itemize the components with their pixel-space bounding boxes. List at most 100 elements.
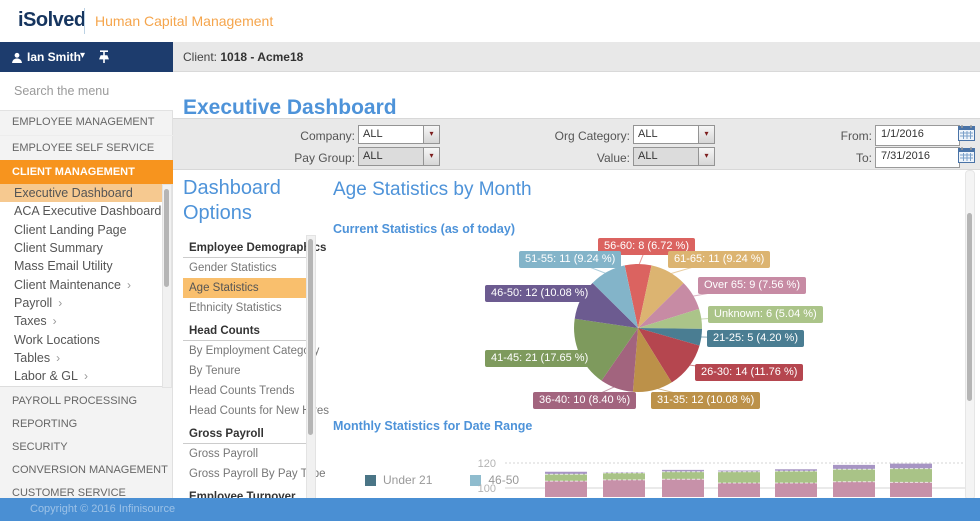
pie-slice-56-60[interactable] bbox=[624, 263, 652, 328]
logo-divider bbox=[84, 8, 85, 34]
sidebar-item-payroll-processing[interactable]: PAYROLL PROCESSING bbox=[12, 395, 138, 407]
pie-slice-61-65[interactable] bbox=[638, 265, 684, 328]
chart-title: Age Statistics by Month bbox=[333, 179, 532, 200]
bar-segment-middle-month-7 bbox=[890, 468, 932, 483]
select-arrow-icon[interactable]: ▾ bbox=[698, 126, 714, 143]
calendar-icon[interactable] bbox=[958, 125, 975, 141]
option-item-gross-payroll-by-pay-type[interactable]: Gross Payroll By Pay Type bbox=[189, 468, 326, 480]
company-label: Company: bbox=[300, 129, 355, 143]
user-icon bbox=[11, 51, 23, 69]
sidebar-item-payroll[interactable]: Payroll › bbox=[14, 296, 63, 311]
submenu-scrollbar-thumb[interactable] bbox=[163, 189, 169, 287]
page-title: Executive Dashboard bbox=[183, 96, 397, 120]
org-category-select[interactable]: ALL ▾ bbox=[633, 125, 715, 144]
pie-slice-31-35[interactable] bbox=[632, 328, 672, 393]
footer: Copyright © 2016 Infinisource bbox=[0, 498, 980, 521]
y-tick-120: 120 bbox=[478, 458, 496, 470]
options-section-head-counts: Head Counts bbox=[183, 321, 306, 341]
bar-segment-middle-month-1 bbox=[545, 474, 587, 482]
pie-subtitle: Current Statistics (as of today) bbox=[333, 222, 515, 236]
sidebar-item-client-landing-page[interactable]: Client Landing Page bbox=[14, 222, 127, 237]
bar-svg: 120 100 bbox=[478, 458, 972, 497]
sidebar-item-executive-dashboard[interactable]: Executive Dashboard bbox=[0, 184, 162, 203]
option-item-ethnicity-statistics[interactable]: Ethnicity Statistics bbox=[189, 302, 282, 314]
bar-segment-bottom-month-2 bbox=[603, 479, 645, 497]
org-category-label: Org Category: bbox=[554, 129, 630, 143]
sidebar-item-conversion-management[interactable]: CONVERSION MANAGEMENT bbox=[12, 464, 168, 476]
sidebar-item-customer-service[interactable]: CUSTOMER SERVICE bbox=[12, 487, 126, 499]
value-label: Value: bbox=[596, 151, 630, 165]
bar-segment-top-month-5 bbox=[775, 469, 817, 472]
calendar-icon[interactable] bbox=[958, 147, 975, 163]
pay-group-label: Pay Group: bbox=[294, 151, 355, 165]
sidebar-item-mass-email-utility[interactable]: Mass Email Utility bbox=[14, 259, 113, 274]
sidebar-item-aca-executive-dashboard[interactable]: ACA Executive Dashboard bbox=[14, 204, 162, 219]
to-date-input[interactable]: 7/31/2016 bbox=[875, 147, 960, 168]
main-scrollbar-thumb[interactable] bbox=[966, 213, 972, 401]
sidebar-item-reporting[interactable]: REPORTING bbox=[12, 418, 78, 430]
submenu-arrow-icon: › bbox=[56, 351, 61, 366]
option-item-head-counts-trends[interactable]: Head Counts Trends bbox=[189, 385, 295, 397]
main-scrollbar[interactable] bbox=[965, 170, 975, 500]
options-section-employee-demographics: Employee Demographics bbox=[183, 238, 326, 258]
option-item-gross-payroll[interactable]: Gross Payroll bbox=[189, 448, 259, 460]
select-arrow-icon[interactable]: ▾ bbox=[423, 148, 439, 165]
bar-segment-bottom-month-1 bbox=[545, 481, 587, 497]
y-tick-100: 100 bbox=[478, 483, 496, 495]
pay-group-select[interactable]: ALL ▾ bbox=[358, 147, 440, 166]
value-select[interactable]: ALL ▾ bbox=[633, 147, 715, 166]
bar-segment-top-month-6 bbox=[833, 464, 875, 470]
sidebar-item-employee-self-service[interactable]: EMPLOYEE SELF SERVICE bbox=[0, 136, 173, 162]
legend-label: Under 21 bbox=[383, 473, 433, 487]
option-item-by-tenure[interactable]: By Tenure bbox=[189, 365, 241, 377]
user-menu[interactable]: Ian Smith bbox=[27, 50, 82, 64]
pie-label-61-65: 61-65: 11 (9.24 %) bbox=[668, 251, 771, 268]
dashboard-options-title: Dashboard Options bbox=[183, 177, 281, 224]
submenu-arrow-icon: › bbox=[58, 296, 63, 311]
to-label: To: bbox=[855, 151, 872, 165]
sidebar-item-client-maintenance[interactable]: Client Maintenance › bbox=[14, 277, 132, 292]
submenu-arrow-icon: › bbox=[52, 314, 57, 329]
pie-slice-over-65[interactable] bbox=[638, 283, 700, 328]
search-input[interactable] bbox=[12, 83, 166, 99]
sidebar-item-work-locations[interactable]: Work Locations bbox=[14, 332, 100, 347]
sidebar-item-client-summary[interactable]: Client Summary bbox=[14, 241, 103, 256]
select-arrow-icon[interactable]: ▾ bbox=[698, 148, 714, 165]
bar-subtitle: Monthly Statistics for Date Range bbox=[333, 419, 533, 433]
option-item-by-employment-category[interactable]: By Employment Category bbox=[189, 345, 320, 357]
client-value: 1018 - Acme18 bbox=[220, 50, 304, 64]
pie-slice-unknown[interactable] bbox=[638, 308, 703, 329]
sidebar-item-tables[interactable]: Tables › bbox=[14, 351, 61, 366]
user-bar: Ian Smith ▾ bbox=[0, 42, 173, 72]
pie-slice-51-55[interactable] bbox=[592, 265, 639, 328]
options-scrollbar-thumb[interactable] bbox=[307, 239, 313, 435]
sidebar-item-labor-gl[interactable]: Labor & GL › bbox=[14, 369, 88, 384]
submenu-scrollbar[interactable] bbox=[162, 184, 172, 388]
from-label: From: bbox=[840, 129, 872, 143]
options-scrollbar[interactable] bbox=[306, 235, 316, 500]
menu-search bbox=[0, 72, 173, 111]
option-item-age-statistics[interactable]: Age Statistics bbox=[183, 278, 306, 298]
caret-down-icon[interactable]: ▾ bbox=[80, 50, 86, 61]
bar-segment-bottom-month-3 bbox=[662, 479, 704, 497]
bar-segment-bottom-month-6 bbox=[833, 481, 875, 497]
pie-slice-21-25[interactable] bbox=[638, 328, 702, 346]
pin-icon[interactable] bbox=[98, 50, 110, 69]
sidebar-item-taxes[interactable]: Taxes › bbox=[14, 314, 57, 329]
sidebar-item-employee-management[interactable]: EMPLOYEE MANAGEMENT bbox=[0, 110, 173, 136]
sidebar-item-client-management[interactable]: CLIENT MANAGEMENT bbox=[0, 160, 185, 184]
age-pie-chart: 56-60: 8 (6.72 %) 61-65: 11 (9.24 %) Over … bbox=[455, 230, 835, 422]
option-item-head-counts-for-new-hires[interactable]: Head Counts for New Hires bbox=[189, 405, 329, 417]
pie-slice-26-30[interactable] bbox=[638, 328, 700, 383]
bar-segment-top-month-1 bbox=[545, 471, 587, 475]
legend-swatch-icon bbox=[470, 474, 482, 486]
select-arrow-icon[interactable]: ▾ bbox=[423, 126, 439, 143]
option-item-gender-statistics[interactable]: Gender Statistics bbox=[189, 262, 277, 274]
company-select[interactable]: ALL ▾ bbox=[358, 125, 440, 144]
pie-slice-36-40[interactable] bbox=[601, 328, 639, 392]
client-bar: Client: 1018 - Acme18 bbox=[173, 42, 980, 72]
pie-label-over-65: Over 65: 9 (7.56 %) bbox=[698, 277, 806, 294]
pie-label-31-35: 31-35: 12 (10.08 %) bbox=[651, 392, 761, 409]
sidebar-item-security[interactable]: SECURITY bbox=[12, 441, 68, 453]
from-date-input[interactable]: 1/1/2016 bbox=[875, 125, 960, 146]
